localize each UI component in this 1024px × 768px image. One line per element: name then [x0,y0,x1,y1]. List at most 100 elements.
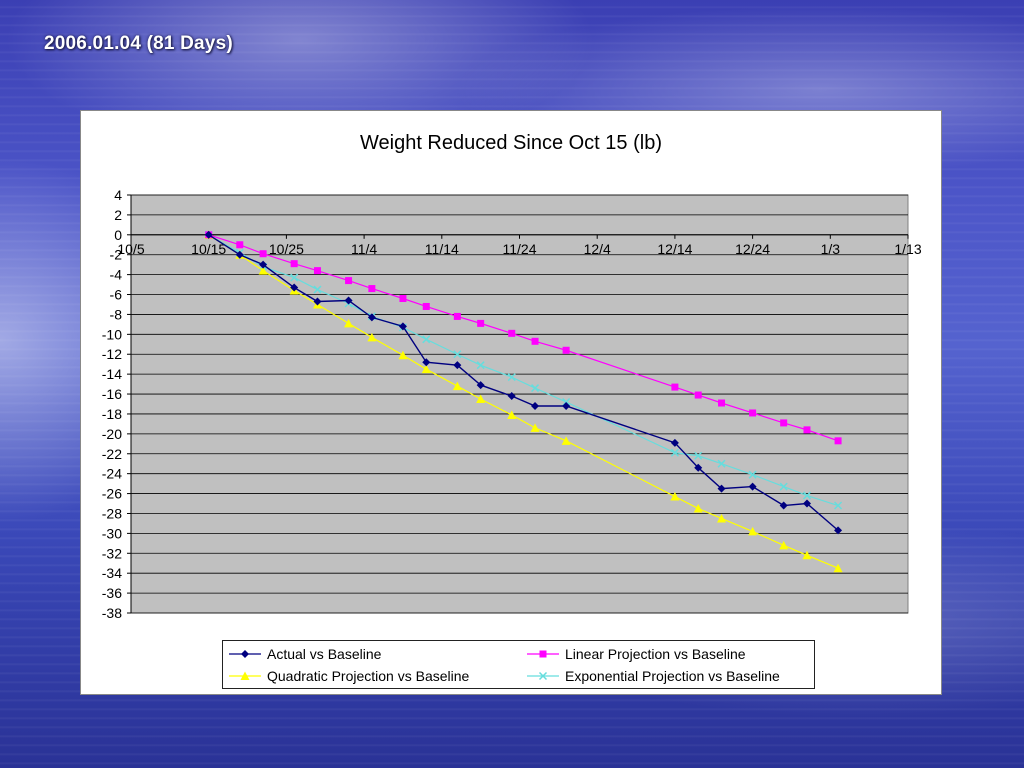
data-point-x [802,491,812,500]
series-0 [204,230,843,535]
legend-label-quadratic: Quadratic Projection vs Baseline [267,668,470,684]
data-point-diamond [235,250,244,259]
chart-panel: Weight Reduced Since Oct 15 (lb) 4 2 0 -2 -4… [80,110,942,695]
y-tick-label: -20 [102,426,122,442]
data-point-diamond [562,401,571,410]
data-point-diamond [748,482,757,491]
y-tick-label: -18 [102,406,122,422]
data-point-triangle [421,364,431,374]
y-tick-label: -6 [110,287,123,303]
data-point-diamond [802,499,811,508]
data-point-triangle [561,436,571,445]
y-axis-ticks: 4 2 0 -2 -4 -6 -8 -10 -12 -14 -16 -18 -20 -22 -24 -26 -2… [102,187,132,621]
data-point-square [399,295,407,303]
data-point-diamond [204,230,213,239]
data-point-x [779,482,788,491]
y-tick-label: -34 [102,565,122,581]
data-point-triangle [530,423,540,432]
data-point-diamond [259,260,268,269]
data-point-triangle [670,492,680,501]
data-point-x [422,335,431,344]
y-tick-label: -30 [102,525,122,541]
y-tick-label: -10 [102,326,122,342]
legend: Actual vs Baseline Linear Projection vs … [222,640,815,689]
data-point-triangle [693,504,703,513]
y-tick-label: -14 [102,366,122,382]
y-tick-label: -38 [102,605,122,621]
legend-item-linear: Linear Projection vs Baseline [527,645,746,663]
y-tick-label: -28 [102,505,122,521]
x-tick-label: 10/5 [117,241,144,257]
data-point-diamond [476,381,485,390]
data-point-square [477,319,485,327]
gridlines [131,194,908,614]
legend-diamond-marker [229,650,261,658]
data-point-diamond [717,484,726,493]
legend-label-actual: Actual vs Baseline [267,646,382,662]
y-tick-label: -26 [102,486,122,502]
x-tick-label: 11/4 [351,241,377,257]
data-point-diamond [422,358,431,367]
series-1 [205,231,842,445]
data-point-square [531,337,539,345]
data-point-square [259,250,267,258]
data-point-diamond [779,501,788,510]
x-axis-ticks: 10/5 10/15 10/25 11/4 11/14 11/24 12/4 12/14 12/… [117,234,922,257]
data-point-square [313,267,321,275]
data-point-square [718,399,726,407]
data-point-square [749,409,757,417]
data-point-diamond [290,283,299,292]
x-tick-label: 10/15 [191,241,226,257]
x-tick-label: 12/24 [735,241,770,257]
y-tick-label: 2 [114,207,122,223]
x-tick-label: 1/3 [821,241,841,257]
data-point-triangle [258,266,268,275]
data-point-triangle [476,394,486,404]
data-point-diamond [453,361,462,370]
y-tick-label: -24 [102,466,122,482]
y-tick-label: -22 [102,446,122,462]
data-point-triangle [344,318,354,328]
data-point-diamond [531,401,540,410]
data-point-diamond [507,392,516,401]
data-point-square [453,312,461,320]
y-tick-label: 0 [114,227,122,243]
data-point-square [236,241,244,249]
data-point-x [290,273,299,282]
data-point-diamond [398,322,407,331]
data-point-x [834,501,843,510]
data-point-x [748,470,757,479]
series-layer [204,230,843,573]
data-point-triangle [779,540,789,550]
x-tick-label: 11/14 [425,241,459,257]
data-point-triangle [748,526,758,536]
x-tick-label: 12/4 [584,241,611,257]
data-point-square [422,302,430,310]
legend-square-marker [527,650,559,658]
data-point-x [453,350,462,359]
data-point-x [531,384,540,393]
data-point-diamond [694,463,703,472]
data-point-diamond [344,296,353,305]
data-point-triangle [802,550,812,560]
x-tick-label: 10/25 [269,241,304,257]
data-point-square [562,346,570,354]
data-point-triangle [452,381,462,391]
data-point-square [834,437,842,445]
y-tick-label: -36 [102,585,122,601]
y-tick-label: -4 [110,267,123,283]
x-tick-label: 11/24 [503,241,537,257]
data-point-diamond [670,438,679,447]
data-point-diamond [367,313,376,322]
data-point-square [345,277,353,285]
data-point-triangle [367,332,377,342]
data-point-square [780,419,788,427]
data-point-square [290,260,298,268]
data-point-x [694,451,703,460]
legend-label-exponential: Exponential Projection vs Baseline [565,668,780,684]
y-tick-label: -32 [102,545,122,561]
data-point-triangle [398,350,408,360]
data-point-x [717,459,726,468]
legend-label-linear: Linear Projection vs Baseline [565,646,746,662]
y-tick-label: 4 [114,187,122,203]
